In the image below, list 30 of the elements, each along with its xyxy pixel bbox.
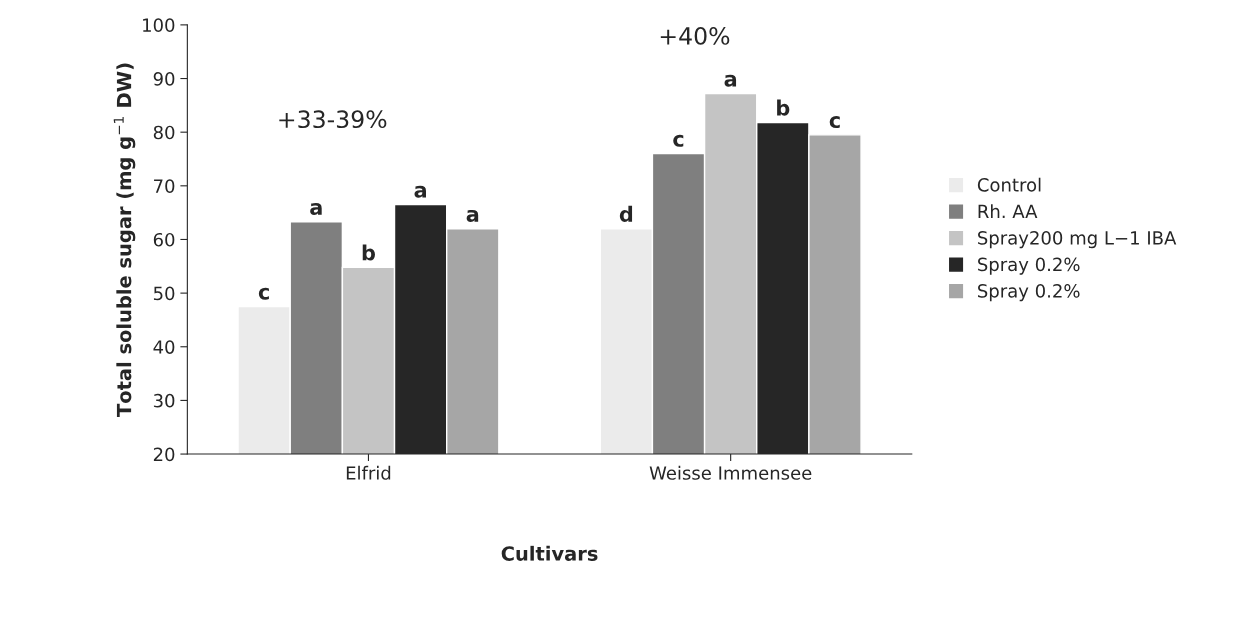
data-label: c	[258, 287, 269, 300]
data-label: a	[414, 185, 427, 198]
legend-label: Spray200 mg L−1 IBA	[978, 231, 1177, 249]
y-tick-label: 70	[154, 179, 175, 193]
data-label: a	[466, 209, 479, 222]
data-label: b	[777, 99, 790, 116]
y-tick-label: 30	[153, 393, 175, 408]
legend-label: Rh. AA	[978, 204, 1038, 218]
legend-label: Control	[977, 177, 1041, 192]
y-tick-label: 50	[153, 286, 175, 301]
legend-label: Spray 0.2%	[978, 284, 1080, 302]
y-tick-label: 20	[153, 447, 175, 462]
y-tick-label: 40	[153, 340, 175, 354]
data-label: c	[829, 116, 840, 129]
y-tick-label: 80	[153, 125, 175, 140]
x-tick-label: Weisse Immensee	[649, 465, 812, 480]
annotation: +40%	[660, 26, 730, 45]
data-label: a	[310, 202, 322, 215]
annotation: +33-39%	[279, 110, 387, 129]
y-tick-label: 100	[143, 18, 175, 32]
x-axis-title: Cultivars	[501, 545, 598, 561]
legend-label: Spray 0.2%	[978, 257, 1080, 275]
data-label: d	[619, 205, 633, 222]
y-axis-title: Total soluble sugar (mg g$^{−1}$ DW)	[113, 63, 136, 417]
x-tick-label: Elfrid	[346, 465, 391, 480]
y-tick-label: 90	[153, 71, 175, 86]
data-label: a	[724, 74, 737, 87]
data-label: b	[362, 244, 375, 261]
data-label: c	[673, 134, 684, 147]
y-tick-label: 60	[153, 232, 175, 247]
